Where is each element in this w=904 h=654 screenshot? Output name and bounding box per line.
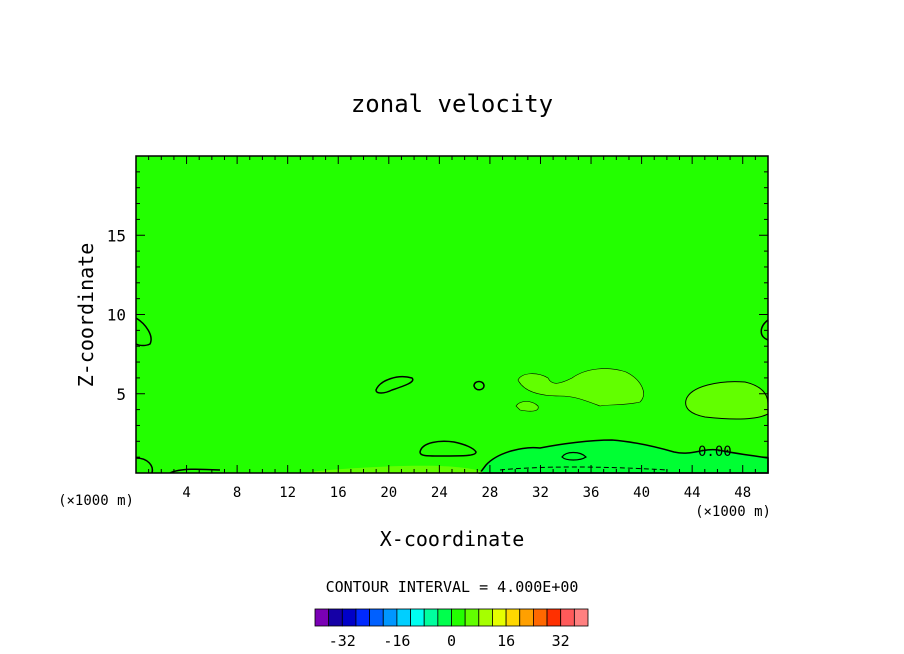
colorbar-cell — [314, 608, 330, 627]
contour-loop-1 — [375, 376, 414, 394]
positive-region-small — [515, 401, 539, 412]
colorbar-cell — [437, 608, 452, 627]
contour-dashed-negative — [499, 466, 669, 471]
x-tick-label: 4 — [182, 485, 190, 501]
x-tick-label: 28 — [481, 485, 498, 501]
colorbar-cell — [560, 608, 575, 627]
x-tick-label: 24 — [431, 485, 448, 501]
y-tick-label: 5 — [116, 385, 126, 404]
x-unit-right: (×1000 m) — [695, 504, 771, 520]
contour-interval-text: CONTOUR INTERVAL = 4.000E+00 — [326, 578, 579, 596]
contour-loop-4 — [561, 451, 587, 461]
y-tick-label: 10 — [107, 306, 126, 325]
x-tick-label: 8 — [233, 485, 241, 501]
positive-region-center — [517, 368, 644, 407]
colorbar-tick-label: -32 — [329, 632, 356, 650]
contour-loop-2 — [473, 380, 485, 391]
colorbar-cell — [533, 608, 548, 627]
x-tick-label: 16 — [330, 485, 347, 501]
colorbar-tick-label: 16 — [497, 632, 515, 650]
x-tick-label: 48 — [734, 485, 751, 501]
x-tick-label: 40 — [633, 485, 650, 501]
colorbar-cell — [451, 608, 466, 627]
x-tick-label: 36 — [583, 485, 600, 501]
x-unit-left: (×1000 m) — [58, 493, 134, 509]
chart-title: zonal velocity — [351, 90, 553, 118]
colorbar-cell — [519, 608, 534, 627]
colorbar-cell — [328, 608, 343, 627]
x-tick-label: 44 — [684, 485, 701, 501]
contour-left-edge-1 — [135, 317, 152, 347]
colorbar-cell — [369, 608, 384, 627]
colorbar-cell — [492, 608, 507, 627]
colorbar-cell — [573, 608, 589, 627]
colorbar-cell — [410, 608, 425, 627]
negative-region-bottom — [478, 439, 769, 474]
positive-region-bottom-left — [300, 465, 484, 473]
x-tick-label: 20 — [380, 485, 397, 501]
x-axis-label: X-coordinate — [380, 527, 525, 551]
plot-background — [136, 156, 768, 473]
x-tick-label: 32 — [532, 485, 549, 501]
x-tick-label: 12 — [279, 485, 296, 501]
colorbar-cell — [505, 608, 521, 627]
contour-right-edge — [760, 319, 769, 341]
colorbar-cell — [341, 608, 357, 627]
colorbar-cell — [546, 608, 562, 627]
contour-label: 0.00 — [698, 444, 732, 460]
colorbar-tick-label: 32 — [552, 632, 570, 650]
y-tick-label: 15 — [107, 226, 126, 245]
colorbar: -32 -16 0 16 32 — [314, 608, 589, 650]
colorbar-cell — [382, 608, 398, 627]
contour-loop-3 — [419, 440, 477, 457]
colorbar-tick-label: -16 — [383, 632, 410, 650]
y-axis-label: Z-coordinate — [74, 243, 98, 388]
contour-left-edge-2 — [135, 457, 154, 474]
colorbar-cell — [355, 608, 371, 627]
colorbar-cell — [478, 608, 493, 627]
colorbar-tick-label: 0 — [447, 632, 456, 650]
colorbar-cell — [464, 608, 480, 627]
colorbar-cell — [423, 608, 439, 627]
colorbar-cell — [396, 608, 411, 627]
contour-bottom-line — [169, 468, 221, 474]
